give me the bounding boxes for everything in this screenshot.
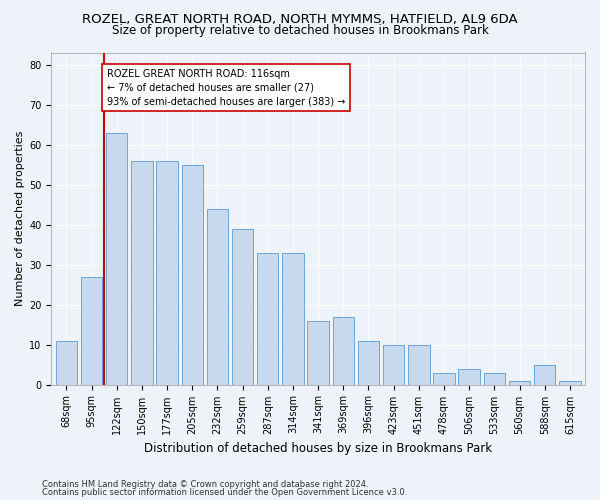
- Y-axis label: Number of detached properties: Number of detached properties: [15, 131, 25, 306]
- Bar: [106, 132, 127, 384]
- Bar: [559, 380, 581, 384]
- Bar: [282, 252, 304, 384]
- Bar: [157, 160, 178, 384]
- Bar: [383, 344, 404, 385]
- X-axis label: Distribution of detached houses by size in Brookmans Park: Distribution of detached houses by size …: [144, 442, 492, 455]
- Bar: [207, 208, 228, 384]
- Bar: [131, 160, 152, 384]
- Bar: [509, 380, 530, 384]
- Bar: [534, 364, 556, 384]
- Bar: [484, 372, 505, 384]
- Bar: [81, 276, 102, 384]
- Bar: [433, 372, 455, 384]
- Text: Size of property relative to detached houses in Brookmans Park: Size of property relative to detached ho…: [112, 24, 488, 37]
- Bar: [307, 320, 329, 384]
- Text: ROZEL, GREAT NORTH ROAD, NORTH MYMMS, HATFIELD, AL9 6DA: ROZEL, GREAT NORTH ROAD, NORTH MYMMS, HA…: [82, 12, 518, 26]
- Text: Contains HM Land Registry data © Crown copyright and database right 2024.: Contains HM Land Registry data © Crown c…: [42, 480, 368, 489]
- Text: ROZEL GREAT NORTH ROAD: 116sqm
← 7% of detached houses are smaller (27)
93% of s: ROZEL GREAT NORTH ROAD: 116sqm ← 7% of d…: [107, 68, 345, 106]
- Bar: [408, 344, 430, 385]
- Bar: [182, 164, 203, 384]
- Bar: [458, 368, 480, 384]
- Text: Contains public sector information licensed under the Open Government Licence v3: Contains public sector information licen…: [42, 488, 407, 497]
- Bar: [358, 340, 379, 384]
- Bar: [56, 340, 77, 384]
- Bar: [257, 252, 278, 384]
- Bar: [232, 228, 253, 384]
- Bar: [332, 316, 354, 384]
